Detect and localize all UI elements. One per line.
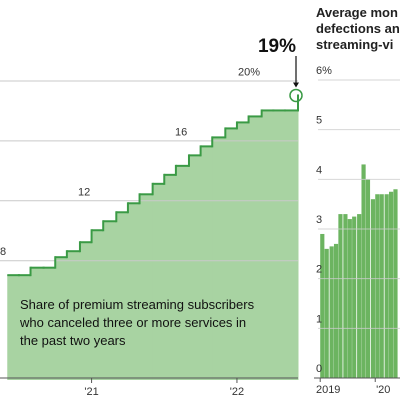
x-tick-label: '20 <box>376 384 390 396</box>
bar <box>338 214 343 378</box>
area-step <box>91 230 104 380</box>
y-tick-label: 12 <box>78 186 90 198</box>
area-step <box>18 275 32 380</box>
area-step <box>236 122 250 380</box>
y-tick-label: 2 <box>316 264 322 276</box>
area-step <box>127 203 141 380</box>
area-step <box>66 251 81 380</box>
y-tick-label: 5 <box>316 115 322 127</box>
x-tick-label: '22 <box>230 386 244 398</box>
area-step <box>212 137 226 380</box>
area-step <box>200 146 213 380</box>
chart-title: streaming-vi <box>316 37 393 52</box>
area-step <box>7 275 20 380</box>
x-tick-label: '21 <box>84 386 98 398</box>
area-step <box>139 194 154 380</box>
area-step <box>284 110 299 380</box>
y-tick-label: 16 <box>175 126 187 138</box>
area-step <box>164 174 177 380</box>
area-step <box>30 267 45 380</box>
bar <box>393 189 398 378</box>
area-step <box>116 212 129 380</box>
end-arrow-head <box>293 82 299 88</box>
step-chart: 8 12 16 20% '21 '22 19% Share of premium stream… <box>0 36 303 398</box>
bar <box>361 164 366 378</box>
area-step <box>261 110 274 380</box>
bar <box>388 191 394 378</box>
y-tick-label: 0 <box>316 363 322 375</box>
x-tick-label: 2019 <box>316 384 340 396</box>
y-tick-label: 20% <box>238 66 260 78</box>
area-step <box>188 155 202 380</box>
bar <box>324 248 329 378</box>
area-step <box>298 95 299 381</box>
annotation: who canceled three or more services in <box>19 315 246 330</box>
area-step <box>55 257 68 380</box>
bar <box>375 194 380 378</box>
bar <box>352 216 357 378</box>
area-step <box>152 183 165 380</box>
bar <box>320 233 325 378</box>
area-step <box>79 242 93 380</box>
area-step <box>43 267 56 380</box>
bar <box>329 246 334 378</box>
area-step <box>273 110 286 380</box>
area-step <box>225 128 238 380</box>
end-marker <box>289 88 303 103</box>
y-tick-label: 6% <box>316 65 332 77</box>
annotation: Share of premium streaming subscribers <box>20 297 255 312</box>
y-tick-label: 8 <box>0 246 6 258</box>
chart-title: Average mon <box>316 5 398 20</box>
bar <box>370 199 376 378</box>
y-tick-label: 4 <box>316 164 322 176</box>
y-tick-label: 3 <box>316 214 322 226</box>
bar <box>379 194 384 378</box>
bar <box>384 194 389 378</box>
bar <box>357 214 362 378</box>
bar <box>347 219 352 378</box>
chart-title: defections an <box>316 21 400 36</box>
bar <box>333 243 339 378</box>
area-step <box>175 165 190 380</box>
end-label: 19% <box>258 36 296 57</box>
area-step <box>248 116 263 381</box>
annotation: the past two years <box>20 333 126 348</box>
bar <box>343 214 348 378</box>
y-tick-label: 1 <box>316 313 322 325</box>
